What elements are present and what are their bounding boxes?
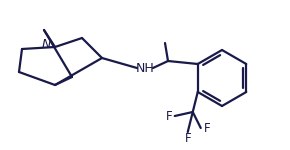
- Text: NH: NH: [136, 61, 154, 75]
- Text: F: F: [184, 132, 191, 145]
- Text: N: N: [41, 39, 51, 51]
- Text: F: F: [204, 122, 210, 135]
- Text: F: F: [165, 110, 172, 123]
